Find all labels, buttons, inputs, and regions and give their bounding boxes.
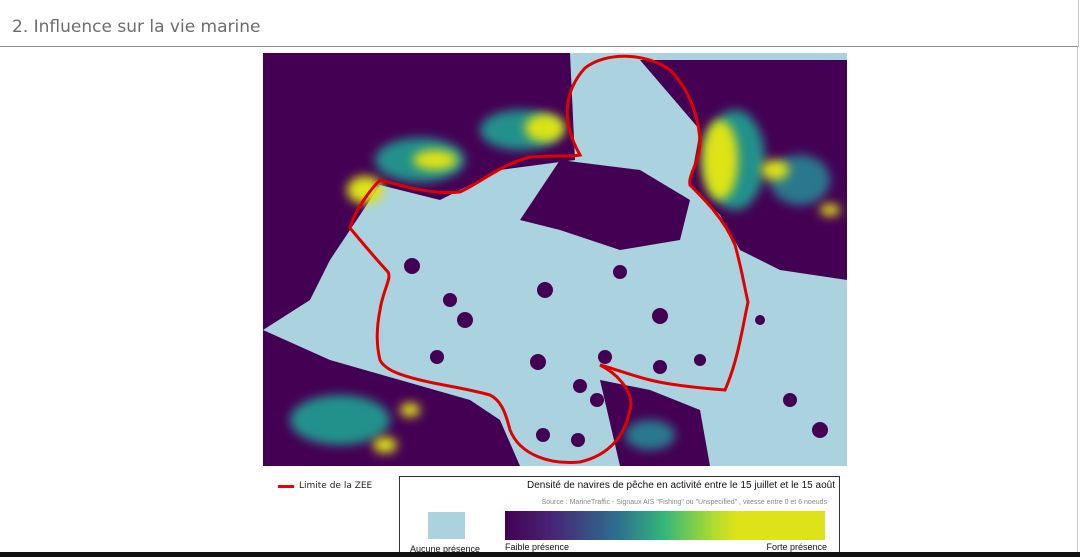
no-presence-label: Aucune présence	[410, 544, 481, 554]
high-density-areas	[347, 114, 840, 453]
section-header: 2. Influence sur la vie marine	[0, 0, 1079, 47]
red-line-icon	[278, 484, 294, 488]
divider	[1077, 46, 1078, 552]
section-title: 2. Influence sur la vie marine	[12, 17, 261, 37]
zee-boundary	[348, 54, 750, 465]
zee-legend: Limite de la ZEE	[278, 481, 372, 491]
legend-source: Source : MarineTraffic - Signaux AIS "Fi…	[541, 499, 827, 506]
fishing-density-map	[263, 53, 847, 466]
high-presence-label: Forte présence	[766, 542, 827, 552]
density-color-ramp	[505, 511, 825, 540]
zee-legend-label: Limite de la ZEE	[299, 481, 373, 491]
legend-title: Densité de navires de pêche en activité …	[527, 480, 835, 491]
no-presence-swatch	[428, 512, 465, 539]
density-legend: Densité de navires de pêche en activité …	[399, 476, 840, 557]
low-presence-label: Faible présence	[505, 542, 570, 552]
bottom-bar	[0, 552, 1080, 557]
scattered-vessel-dots	[404, 258, 828, 447]
